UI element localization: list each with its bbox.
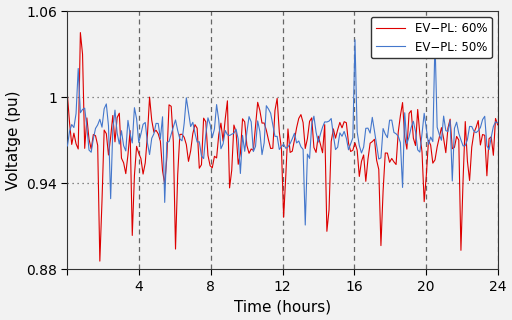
- Line: EV−PL: 50%: EV−PL: 50%: [68, 40, 498, 225]
- EV−PL: 50%: (0, 0.966): 50%: (0, 0.966): [65, 144, 71, 148]
- EV−PL: 50%: (1.45, 0.971): 50%: (1.45, 0.971): [90, 137, 96, 140]
- EV−PL: 50%: (0.965, 0.992): 50%: (0.965, 0.992): [81, 106, 88, 110]
- EV−PL: 50%: (24, 0.982): 50%: (24, 0.982): [495, 121, 501, 125]
- EV−PL: 60%: (4.7, 0.984): 60%: (4.7, 0.984): [148, 118, 155, 122]
- EV−PL: 50%: (23, 0.979): 50%: (23, 0.979): [477, 126, 483, 130]
- EV−PL: 60%: (0.724, 1.04): 60%: (0.724, 1.04): [77, 31, 83, 35]
- EV−PL: 50%: (16, 1.04): 50%: (16, 1.04): [352, 38, 358, 42]
- EV−PL: 50%: (22.2, 0.966): 50%: (22.2, 0.966): [462, 144, 468, 148]
- EV−PL: 60%: (1.81, 0.886): 60%: (1.81, 0.886): [97, 259, 103, 263]
- EV−PL: 60%: (23, 0.967): 60%: (23, 0.967): [477, 143, 483, 147]
- EV−PL: 60%: (6.63, 0.967): 60%: (6.63, 0.967): [183, 143, 189, 147]
- Line: EV−PL: 60%: EV−PL: 60%: [68, 33, 498, 261]
- EV−PL: 60%: (22.2, 0.983): 60%: (22.2, 0.983): [462, 120, 468, 124]
- EV−PL: 50%: (4.46, 0.968): 50%: (4.46, 0.968): [144, 141, 151, 145]
- EV−PL: 60%: (1.09, 0.986): 60%: (1.09, 0.986): [84, 116, 90, 120]
- EV−PL: 60%: (1.57, 0.973): 60%: (1.57, 0.973): [93, 134, 99, 138]
- Legend: EV−PL: 60%, EV−PL: 50%: EV−PL: 60%, EV−PL: 50%: [371, 17, 492, 58]
- EV−PL: 50%: (13.3, 0.911): 50%: (13.3, 0.911): [302, 223, 308, 227]
- X-axis label: Time (hours): Time (hours): [234, 300, 331, 315]
- Y-axis label: Voltatge (pu): Voltatge (pu): [6, 91, 20, 190]
- EV−PL: 60%: (0, 1): 60%: (0, 1): [65, 93, 71, 97]
- EV−PL: 50%: (6.39, 0.97): 50%: (6.39, 0.97): [179, 139, 185, 143]
- EV−PL: 60%: (24, 0.981): 60%: (24, 0.981): [495, 123, 501, 127]
